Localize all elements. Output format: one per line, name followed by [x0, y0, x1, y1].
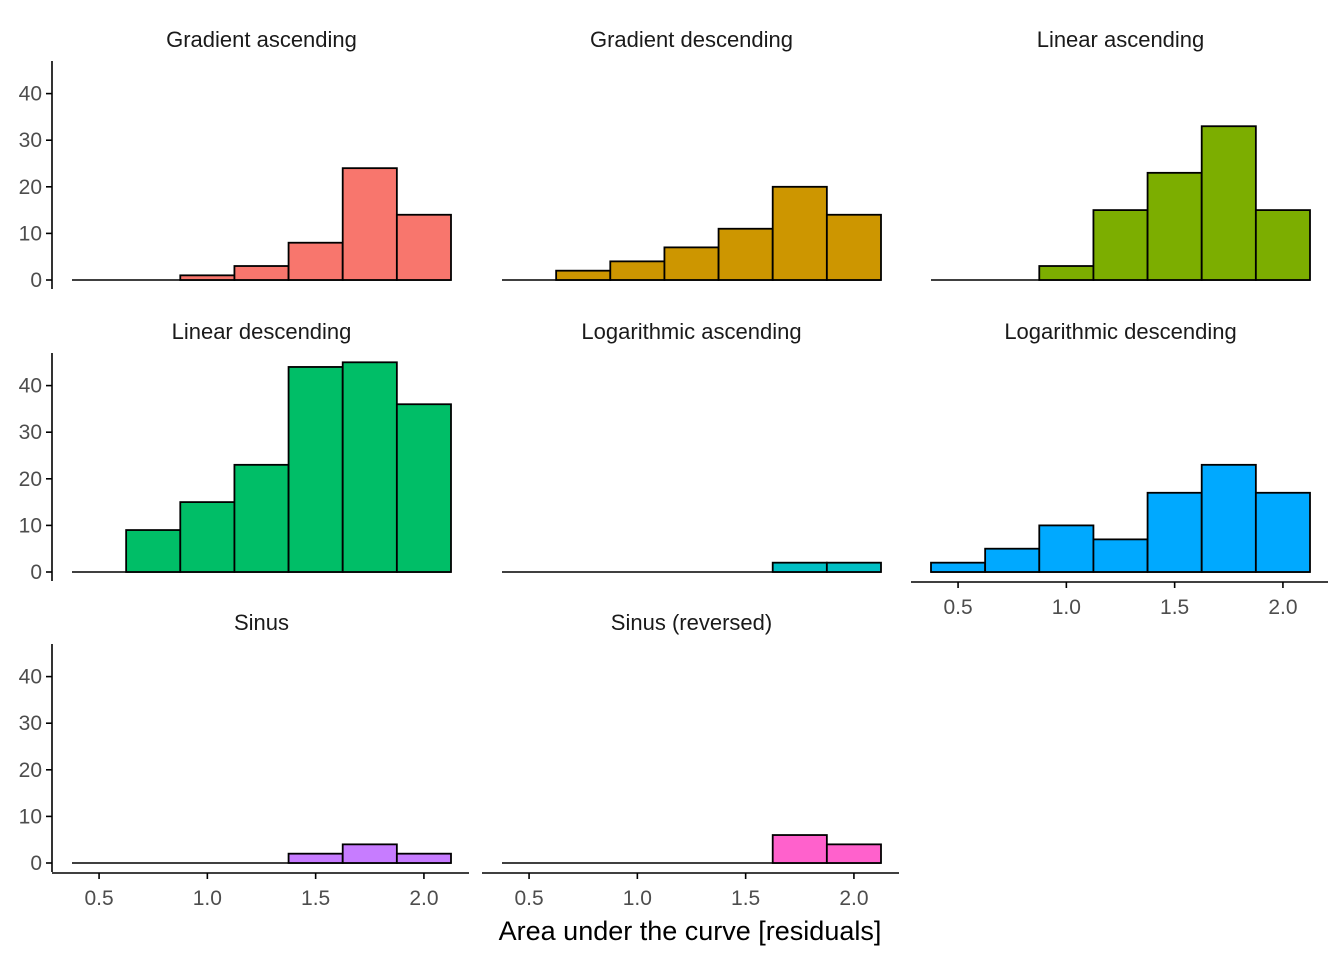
y-tick-label: 0	[30, 561, 42, 584]
histogram-bar	[1200, 463, 1257, 573]
histogram-bar	[341, 167, 398, 281]
facet-linear-ascending: Linear ascending	[931, 27, 1311, 281]
histogram-bar	[1092, 538, 1149, 573]
facet-title: Logarithmic ascending	[581, 319, 801, 344]
y-tick-label: 0	[30, 269, 42, 292]
x-tick-label: 1.0	[1052, 596, 1081, 619]
histogram-bar	[179, 274, 236, 281]
facet-logarithmic-ascending: Logarithmic ascending	[502, 319, 882, 573]
histogram-bar	[1254, 209, 1311, 281]
x-tick-label: 1.0	[193, 887, 222, 910]
histogram-bar	[771, 561, 828, 573]
facet-gradient-descending: Gradient descending	[502, 27, 882, 281]
histogram-bar	[341, 843, 398, 864]
y-tick-label: 30	[19, 712, 42, 735]
x-tick-label: 2.0	[1268, 596, 1297, 619]
histogram-bar	[341, 361, 398, 573]
y-tick-label: 40	[19, 83, 42, 106]
histogram-bar	[984, 547, 1041, 573]
histogram-bar	[771, 834, 828, 864]
histogram-bar	[771, 185, 828, 281]
x-tick-label: 0.5	[514, 887, 543, 910]
x-tick-label: 1.0	[623, 887, 652, 910]
histogram-bar	[1038, 265, 1095, 281]
histogram-bar	[825, 561, 882, 573]
y-tick-label: 0	[30, 852, 42, 875]
x-tick-label: 2.0	[409, 887, 438, 910]
y-tick-label: 10	[19, 805, 42, 828]
histogram-bar	[1200, 125, 1257, 281]
facet-logarithmic-descending: Logarithmic descending 0.5 1.0 1.5 2.0	[911, 319, 1328, 619]
y-tick-label: 40	[19, 666, 42, 689]
facet-title: Gradient descending	[590, 27, 793, 52]
facet-panels: Gradient ascending 0 10 20 30 40 Gradient desc…	[19, 27, 1328, 910]
facet-title: Gradient ascending	[166, 27, 357, 52]
histogram-bar	[287, 366, 344, 573]
histogram-bar	[1092, 209, 1149, 281]
histogram-bar	[395, 213, 452, 281]
histogram-bar	[233, 265, 290, 281]
histogram-bar	[825, 843, 882, 864]
histogram-bar	[609, 260, 666, 281]
y-tick-label: 30	[19, 421, 42, 444]
histogram-bar	[287, 852, 344, 864]
x-tick-label: 0.5	[84, 887, 113, 910]
x-tick-label: 0.5	[943, 596, 972, 619]
y-tick-label: 20	[19, 176, 42, 199]
facet-sinus: Sinus 0 10 20 30 40 0.5 1.0 1.5 2.0	[19, 610, 469, 910]
histogram-bar	[825, 213, 882, 281]
facet-title: Sinus	[234, 610, 289, 635]
x-tick-label: 2.0	[839, 887, 868, 910]
histogram-bar	[1254, 491, 1311, 573]
histogram-bar	[1038, 524, 1095, 573]
facet-gradient-ascending: Gradient ascending 0 10 20 30 40	[19, 27, 452, 292]
histogram-bar	[287, 241, 344, 281]
facet-sinus-reversed: Sinus (reversed) 0.5 1.0 1.5 2.0	[482, 610, 899, 910]
histogram-bar	[717, 227, 774, 281]
histogram-bar	[179, 501, 236, 573]
histogram-bar	[555, 269, 612, 281]
facet-title: Sinus (reversed)	[611, 610, 772, 635]
x-tick-label: 1.5	[1160, 596, 1189, 619]
x-tick-label: 1.5	[301, 887, 330, 910]
facet-title: Logarithmic descending	[1004, 319, 1236, 344]
y-tick-label: 20	[19, 759, 42, 782]
histogram-bar	[1146, 491, 1203, 573]
facet-title: Linear descending	[172, 319, 352, 344]
histogram-bar	[930, 561, 987, 573]
x-tick-label: 1.5	[731, 887, 760, 910]
histogram-bar	[233, 463, 290, 573]
histogram-bar	[1146, 171, 1203, 281]
facet-linear-descending: Linear descending 0 10 20 30 40	[19, 319, 452, 584]
y-tick-label: 30	[19, 129, 42, 152]
y-tick-label: 20	[19, 468, 42, 491]
histogram-bar	[395, 403, 452, 573]
y-tick-label: 10	[19, 222, 42, 245]
y-tick-label: 10	[19, 514, 42, 537]
facet-title: Linear ascending	[1037, 27, 1205, 52]
y-tick-label: 40	[19, 375, 42, 398]
histogram-bar	[125, 529, 182, 573]
histogram-bar	[663, 246, 720, 281]
histogram-bar	[395, 852, 452, 864]
x-axis-label: Area under the curve [residuals]	[499, 916, 882, 946]
